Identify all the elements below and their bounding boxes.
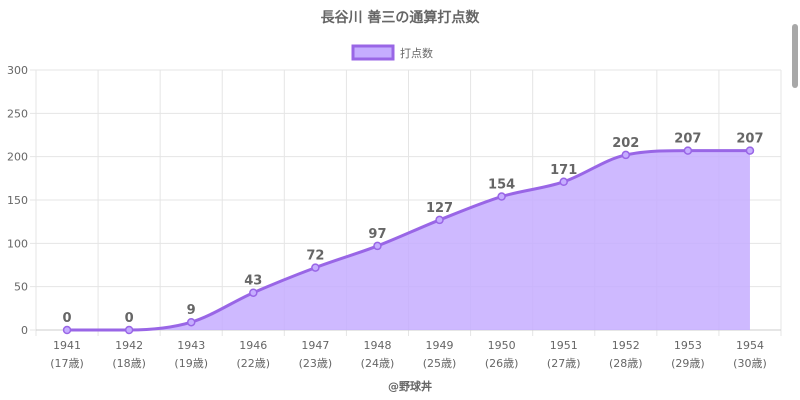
y-axis: 0 50 100 150 200 250 300 [7,64,28,337]
x-tick-age: (18歳) [112,357,146,370]
x-tick-year: 1949 [426,339,454,352]
data-label: 202 [612,136,639,151]
chart-title: 長谷川 善三の通算打点数 [321,9,481,26]
x-tick-age: (17歳) [50,357,84,370]
y-tick-label: 0 [21,324,28,337]
data-label: 127 [426,201,453,216]
x-tick-age: (27歳) [547,357,581,370]
y-tick-label: 50 [14,281,28,294]
data-point[interactable] [124,325,134,335]
x-tick-year: 1952 [612,339,640,352]
data-label: 97 [368,227,386,242]
data-label: 0 [125,311,134,326]
data-points [62,146,755,335]
data-label: 154 [488,178,515,193]
data-labels: 0 0 9 43 72 97 127 154 171 202 207 207 [63,132,764,326]
scrollbar-thumb[interactable] [792,24,798,88]
x-tick-age: (19歳) [174,357,208,370]
data-label: 207 [736,132,763,147]
data-point[interactable] [311,263,320,272]
data-label: 9 [187,303,196,318]
data-label: 43 [244,274,262,289]
data-label: 0 [63,311,72,326]
x-tick-age: (28歳) [609,357,643,370]
x-tick-year: 1953 [674,339,702,352]
x-tick-year: 1941 [53,339,81,352]
y-tick-label: 250 [7,107,28,120]
data-point[interactable] [621,150,631,160]
x-tick-age: (29歳) [671,357,705,370]
x-tick-age: (24歳) [361,357,395,370]
credit-text: @野球丼 [388,379,432,393]
x-tick-age: (26歳) [485,357,519,370]
x-tick-age: (23歳) [299,357,333,370]
legend[interactable]: 打点数 [351,44,433,61]
y-tick-label: 200 [7,151,28,164]
x-tick-year: 1943 [177,339,205,352]
data-label: 171 [550,163,577,178]
x-tick-year: 1951 [550,339,578,352]
x-tick-year: 1947 [301,339,329,352]
x-tick-age: (22歳) [236,357,270,370]
x-tick-year: 1942 [115,339,143,352]
x-tick-age: (25歳) [423,357,457,370]
data-point[interactable] [249,288,258,297]
data-point[interactable] [435,215,444,225]
y-tick-label: 300 [7,64,28,77]
data-point[interactable] [745,146,755,155]
x-tick-year: 1946 [239,339,267,352]
data-point[interactable] [62,325,72,335]
x-tick-age: (30歳) [733,357,767,370]
x-axis: 1941 (17歳) 1942 (18歳) 1943 (19歳) 1946 (22歳) 1947… [50,339,767,370]
y-tick-label: 100 [7,237,28,250]
data-label: 72 [306,249,324,264]
legend-label: 打点数 [400,46,433,60]
data-point[interactable] [559,177,568,187]
data-label: 207 [674,132,701,147]
data-point[interactable] [373,241,382,251]
data-point[interactable] [683,146,693,155]
data-point[interactable] [186,317,196,327]
data-point[interactable] [497,192,506,201]
area-fill [67,150,750,330]
x-tick-year: 1954 [736,339,764,352]
x-tick-year: 1950 [488,339,516,352]
y-tick-label: 150 [7,194,28,207]
legend-swatch [351,44,395,61]
x-tick-year: 1948 [363,339,391,352]
